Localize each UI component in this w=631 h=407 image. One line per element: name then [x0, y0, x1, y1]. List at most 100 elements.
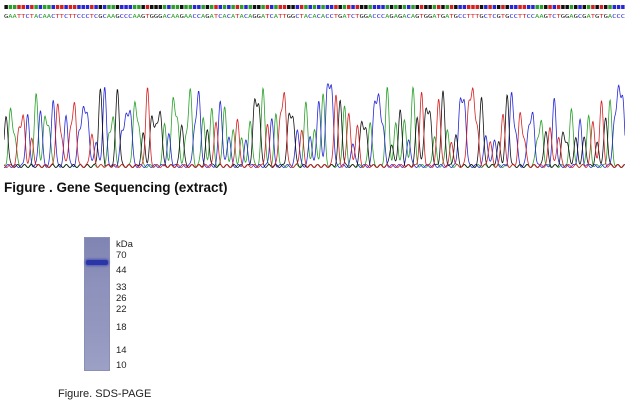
- base-tick: [47, 5, 51, 9]
- base-letter: A: [569, 14, 574, 20]
- base-letter: C: [64, 14, 68, 20]
- base-letter: C: [616, 14, 620, 20]
- base-tick: [308, 5, 312, 9]
- base-tick: [51, 5, 55, 9]
- base-letter: C: [192, 14, 196, 20]
- base-letter: A: [411, 14, 416, 20]
- base-letter: C: [103, 14, 107, 20]
- base-tick: [261, 5, 265, 9]
- base-tick: [364, 5, 368, 9]
- base-tick: [458, 5, 462, 9]
- base-tick: [544, 5, 548, 9]
- base-tick: [265, 5, 270, 9]
- base-tick: [591, 5, 595, 9]
- base-tick: [381, 5, 385, 9]
- base-letter: A: [321, 14, 326, 20]
- base-letter: C: [124, 14, 128, 20]
- base-tick: [505, 5, 509, 9]
- base-tick: [8, 5, 13, 9]
- base-letter: G: [150, 14, 154, 20]
- base-letter: T: [471, 14, 475, 20]
- base-tick: [184, 5, 188, 9]
- base-tick: [334, 5, 338, 9]
- base-letter: G: [565, 14, 569, 20]
- base-tick: [526, 5, 531, 9]
- base-letter: A: [385, 14, 390, 20]
- base-letter: G: [98, 14, 102, 20]
- base-letter: C: [377, 14, 381, 20]
- base-letter: T: [522, 14, 526, 20]
- base-letter: T: [599, 14, 603, 20]
- base-tick: [175, 5, 180, 9]
- base-letter: T: [419, 14, 423, 20]
- base-letter: G: [205, 14, 209, 20]
- base-letter: G: [180, 14, 184, 20]
- base-letter: A: [248, 14, 253, 20]
- base-tick: [111, 5, 115, 9]
- base-letter: C: [514, 14, 518, 20]
- base-letter: A: [43, 14, 48, 20]
- base-letter: A: [342, 14, 347, 20]
- base-tick: [85, 5, 90, 9]
- base-tick: [278, 5, 282, 9]
- base-tick: [372, 5, 377, 9]
- base-letter: T: [518, 14, 522, 20]
- sequence-strip: GAATTCTACAACTTCTTCCCTCGCAAGCCCAAGTGGGACA…: [4, 5, 625, 20]
- base-letter: A: [184, 14, 189, 20]
- base-letter: C: [128, 14, 132, 20]
- base-tick: [496, 5, 501, 9]
- base-letter: A: [107, 14, 112, 20]
- base-tick: [124, 5, 128, 9]
- base-tick: [197, 5, 201, 9]
- base-letter: A: [586, 14, 591, 20]
- base-tick: [248, 5, 252, 9]
- base-letter: T: [235, 14, 239, 20]
- base-tick: [402, 5, 407, 9]
- base-tick: [368, 5, 372, 9]
- base-tick: [205, 5, 210, 9]
- base-letter: C: [244, 14, 248, 20]
- base-tick: [522, 5, 527, 9]
- base-letter: A: [274, 14, 279, 20]
- base-tick: [201, 5, 205, 9]
- base-letter: T: [355, 14, 359, 20]
- base-letter: G: [154, 14, 158, 20]
- base-letter: C: [458, 14, 462, 20]
- marker-label: 18: [116, 322, 127, 333]
- base-letter: G: [454, 14, 458, 20]
- base-letter: C: [484, 14, 488, 20]
- base-tick: [424, 5, 428, 9]
- base-letter: C: [372, 14, 376, 20]
- base-tick: [12, 5, 17, 9]
- base-tick: [25, 5, 30, 9]
- base-tick: [535, 5, 539, 9]
- trace-c: [4, 83, 625, 168]
- base-letter: A: [394, 14, 399, 20]
- base-tick: [441, 5, 445, 9]
- base-letter: T: [591, 14, 595, 20]
- base-letter: T: [73, 14, 77, 20]
- base-letter: C: [85, 14, 89, 20]
- base-tick: [55, 5, 60, 9]
- base-letter: A: [402, 14, 407, 20]
- base-letter: T: [282, 14, 286, 20]
- base-letter: T: [214, 14, 218, 20]
- base-letter: C: [317, 14, 321, 20]
- base-letter: C: [227, 14, 231, 20]
- base-letter: C: [492, 14, 496, 20]
- base-letter: G: [359, 14, 363, 20]
- base-letter: G: [604, 14, 608, 20]
- base-letter: A: [201, 14, 206, 20]
- base-letter: G: [415, 14, 419, 20]
- base-tick: [484, 5, 488, 9]
- base-letter: T: [145, 14, 149, 20]
- sequencing-caption: Figure . Gene Sequencing (extract): [4, 180, 228, 195]
- base-letter: G: [115, 14, 119, 20]
- base-tick: [295, 5, 300, 9]
- base-tick: [188, 5, 193, 9]
- base-letter: C: [526, 14, 530, 20]
- base-letter: A: [240, 14, 245, 20]
- base-letter: C: [531, 14, 535, 20]
- sds-page-caption: Figure. SDS-PAGE: [58, 388, 152, 400]
- base-letter: T: [556, 14, 560, 20]
